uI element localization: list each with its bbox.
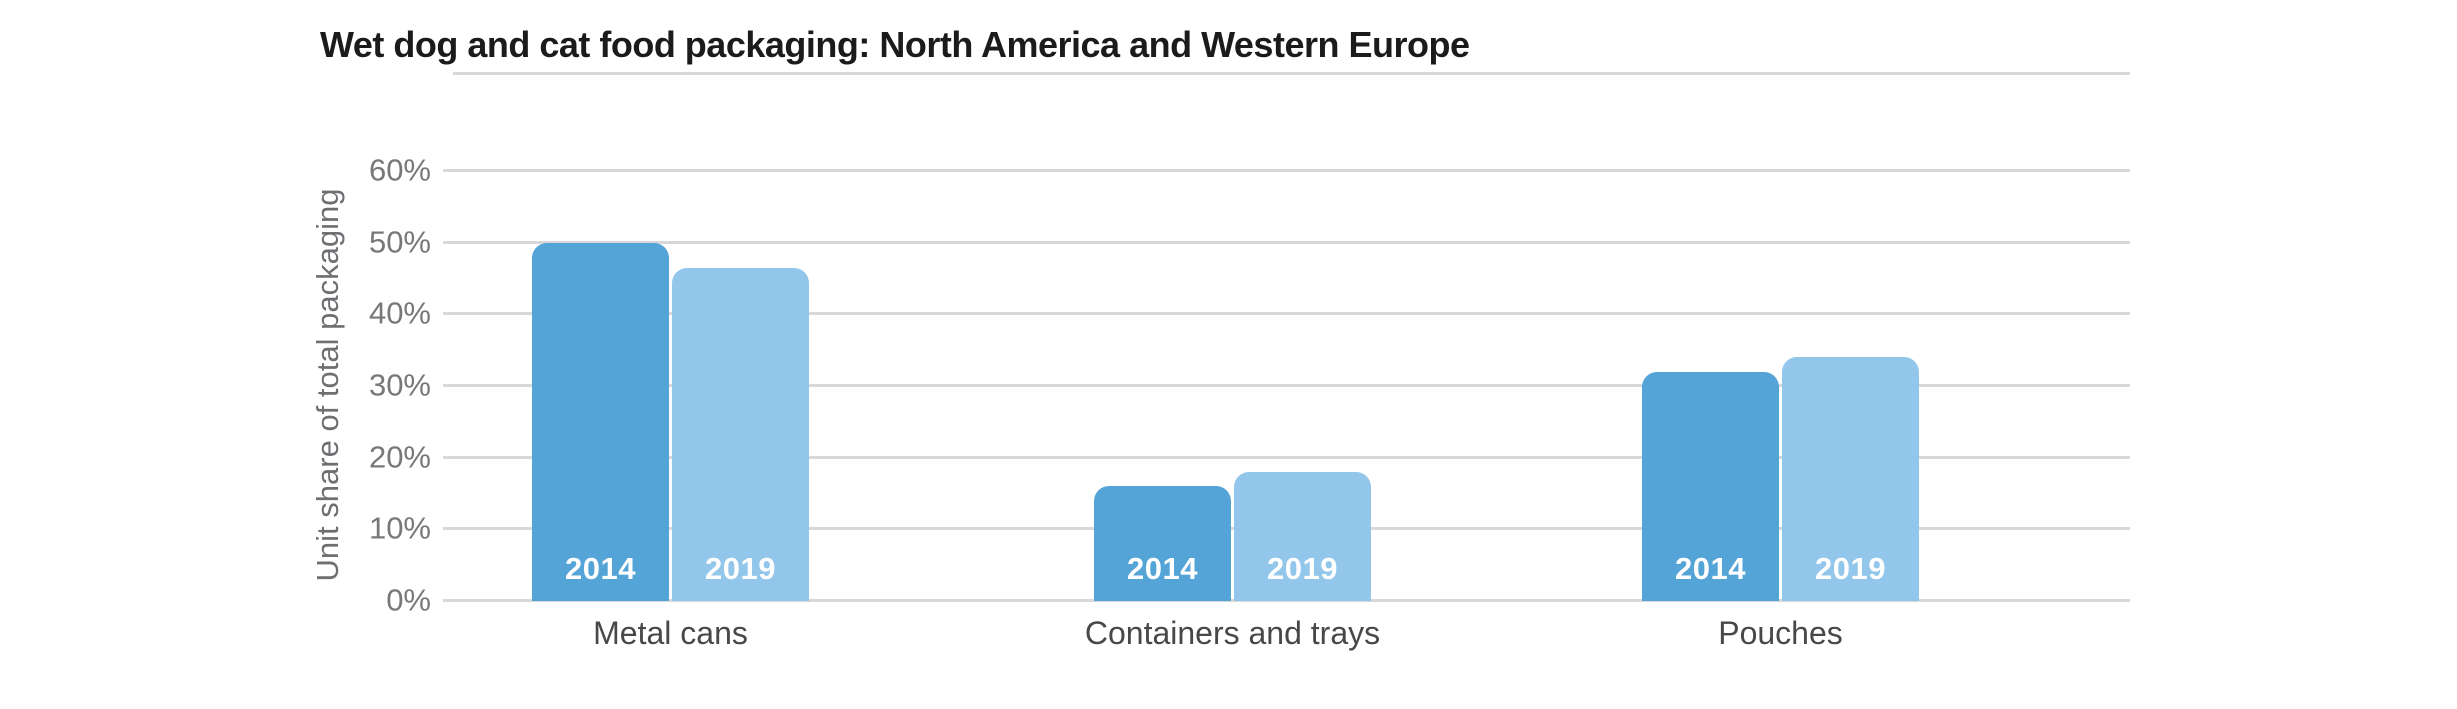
bar-2014-metal-cans: 2014 bbox=[532, 242, 669, 601]
title-divider-rule bbox=[453, 72, 2130, 75]
y-tick-label-40: 40% bbox=[368, 295, 431, 331]
chart-title: Wet dog and cat food packaging: North Am… bbox=[320, 24, 1470, 65]
bar-group-containers-and-trays: 2014 2019 Containers and trays bbox=[1085, 171, 1380, 651]
gridline-30 bbox=[443, 384, 2130, 387]
gridline-50 bbox=[443, 240, 2130, 244]
y-tick-label-20: 20% bbox=[368, 438, 431, 474]
bar-year-label-2014-pouches: 2014 bbox=[1675, 551, 1746, 586]
y-tick-label-10: 10% bbox=[368, 510, 431, 546]
category-label-pouches: Pouches bbox=[1718, 615, 1843, 651]
bar-year-label-2014-containers-and-trays: 2014 bbox=[1127, 551, 1198, 586]
gridline-20 bbox=[443, 455, 2130, 459]
bar-year-label-2019-pouches: 2019 bbox=[1815, 551, 1886, 586]
y-tick-label-30: 30% bbox=[368, 367, 431, 403]
bar-2019-pouches: 2019 bbox=[1782, 357, 1919, 601]
bar-2019-metal-cans: 2019 bbox=[672, 267, 809, 601]
y-tick-label-60: 60% bbox=[368, 152, 431, 188]
bar-year-label-2019-metal-cans: 2019 bbox=[705, 551, 776, 586]
bar-year-label-2019-containers-and-trays: 2019 bbox=[1267, 551, 1338, 586]
plot-area: 2014 2019 Metal cans 2014 2019 Containers and… bbox=[443, 169, 2130, 651]
gridline-60 bbox=[443, 169, 2130, 172]
y-tick-label-50: 50% bbox=[368, 223, 431, 259]
y-tick-label-0: 0% bbox=[386, 582, 431, 618]
gridline-40 bbox=[443, 312, 2130, 316]
bar-2019-containers-and-trays: 2019 bbox=[1234, 472, 1371, 601]
bar-2014-pouches: 2014 bbox=[1642, 371, 1779, 601]
y-tick-labels: 0% 10% 20% 30% 40% 50% 60% bbox=[0, 152, 431, 617]
bar-group-metal-cans: 2014 2019 Metal cans bbox=[532, 171, 809, 651]
bar-group-pouches: 2014 2019 Pouches bbox=[1642, 171, 1919, 651]
bar-year-label-2014-metal-cans: 2014 bbox=[565, 551, 636, 586]
category-label-metal-cans: Metal cans bbox=[593, 615, 748, 651]
bar-2014-containers-and-trays: 2014 bbox=[1094, 486, 1231, 601]
bar-groups: 2014 2019 Metal cans 2014 2019 Containers and… bbox=[443, 171, 2130, 651]
category-label-containers-and-trays: Containers and trays bbox=[1084, 615, 1381, 651]
